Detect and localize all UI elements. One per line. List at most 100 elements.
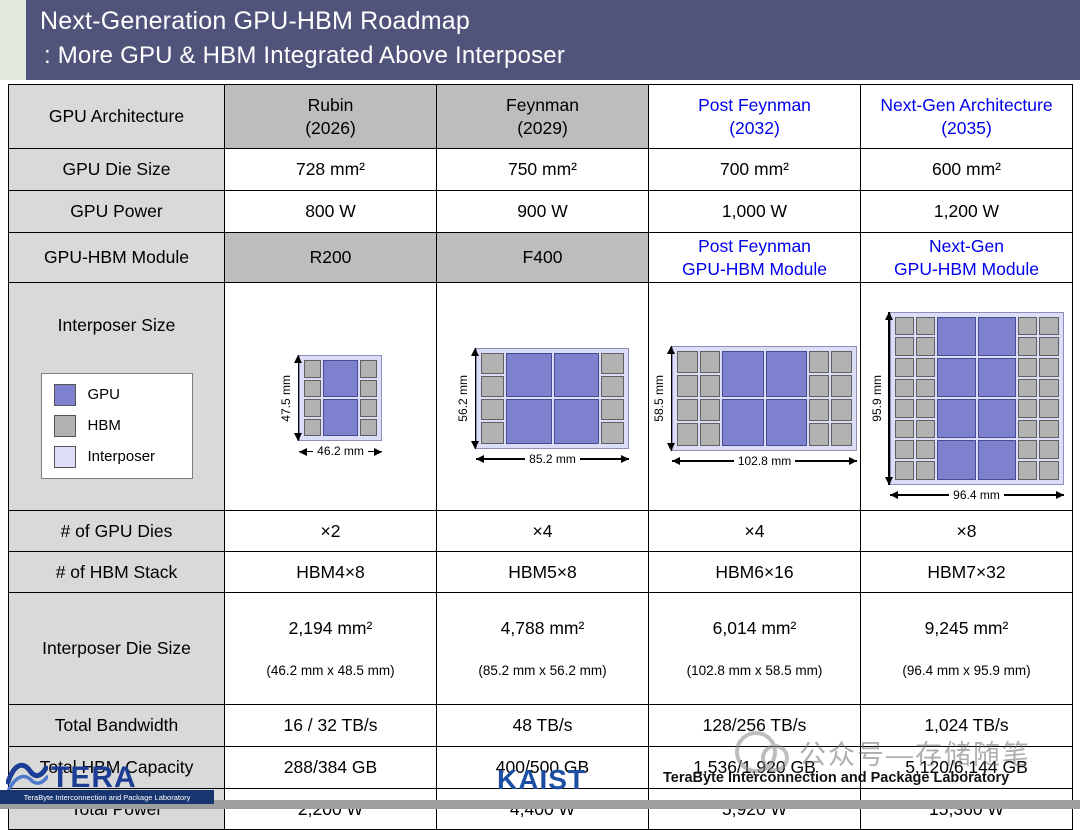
interposer-area: 6,014 mm²: [712, 618, 797, 639]
row-label: # of GPU Dies: [8, 510, 225, 552]
hbm-die: [304, 379, 322, 398]
interposer-swatch: [53, 445, 76, 468]
row-label-interposer-size: Interposer Size GPU HBM Interposer: [8, 282, 225, 511]
hbm-die: [894, 440, 914, 460]
interposer-dims: (85.2 mm x 56.2 mm): [478, 663, 607, 679]
row-label: GPU Die Size: [8, 148, 225, 191]
tera-logo: TERA: [6, 758, 137, 792]
hbm-die: [831, 423, 852, 446]
table-cell: HBM4×8: [224, 551, 437, 593]
table-cell: 728 mm²: [224, 148, 437, 191]
table-cell: 900 W: [436, 190, 649, 233]
row-label: Interposer Die Size: [8, 592, 225, 705]
table-cell: 1,024 TB/s: [860, 703, 1073, 747]
width-label: 96.4 mm: [953, 487, 1000, 502]
hbm-die: [481, 399, 504, 421]
hbm-die: [915, 337, 935, 356]
height-label: 47.5 mm: [279, 374, 294, 422]
table-cell: Next-Gen GPU-HBM Module: [860, 232, 1073, 283]
hbm-die: [808, 374, 830, 398]
hbm-die: [915, 419, 935, 439]
title-accent-stripe: [0, 0, 26, 80]
table-row-gpu-dies: # of GPU Dies ×2 ×4 ×4 ×8: [8, 510, 1073, 552]
interposer-module: [672, 345, 857, 451]
hbm-die: [699, 350, 721, 373]
arrow-left-icon: [889, 492, 950, 499]
hbm-die: [601, 399, 624, 421]
arrow-left-icon: [672, 458, 734, 465]
module-diagram-feynman: 56.2 mm 85.2 mm: [456, 347, 630, 468]
interposer-dims: (46.2 mm x 48.5 mm): [266, 663, 395, 679]
table-cell: Feynman (2029): [436, 84, 649, 149]
hbm-die: [894, 419, 914, 439]
table-row-module: GPU-HBM Module R200 F400 Post Feynman GP…: [8, 232, 1073, 283]
hbm-die: [894, 399, 914, 418]
kaist-logo: KAIST: [497, 764, 586, 795]
interposer-size-label: Interposer Size: [57, 315, 176, 336]
table-cell: 700 mm²: [648, 148, 861, 191]
table-cell-diagram: 95.9 mm 96.4 mm: [860, 282, 1073, 511]
gpu-die: [722, 350, 764, 398]
hbm-die: [915, 399, 935, 418]
hbm-die: [1039, 399, 1059, 418]
hbm-die: [894, 337, 914, 356]
hbm-die: [915, 440, 935, 460]
hbm-die: [481, 375, 504, 398]
hbm-die: [601, 422, 624, 444]
legend-item-hbm: HBM: [53, 414, 180, 437]
title-bar: Next-Generation GPU-HBM Roadmap : More G…: [0, 0, 1080, 80]
hbm-die: [699, 374, 721, 398]
hbm-die: [304, 360, 322, 378]
hbm-die: [601, 352, 624, 374]
row-label: GPU Architecture: [8, 84, 225, 149]
gpu-swatch: [53, 383, 76, 406]
hbm-die: [1039, 357, 1059, 377]
hbm-die: [1039, 419, 1059, 439]
roadmap-table: GPU Architecture Rubin (2026) Feynman (2…: [8, 84, 1073, 830]
table-cell: HBM6×16: [648, 551, 861, 593]
width-dimension: 46.2 mm: [299, 443, 383, 460]
slide-title: Next-Generation GPU-HBM Roadmap: [40, 7, 470, 35]
width-label: 46.2 mm: [317, 444, 364, 458]
height-dimension: 56.2 mm: [456, 347, 479, 449]
hbm-die: [1039, 378, 1059, 398]
table-row-architecture: GPU Architecture Rubin (2026) Feynman (2…: [8, 84, 1073, 149]
table-cell-diagram: 56.2 mm 85.2 mm: [436, 282, 649, 511]
gpu-die: [323, 360, 358, 398]
height-dimension: 58.5 mm: [652, 345, 675, 451]
hbm-die: [1039, 316, 1059, 336]
table-cell: 4,788 mm² (85.2 mm x 56.2 mm): [436, 592, 649, 705]
gpu-die: [937, 440, 976, 480]
hbm-die: [1039, 461, 1059, 480]
legend-label: HBM: [87, 417, 121, 435]
hbm-die: [1018, 461, 1038, 480]
hbm-swatch: [53, 414, 76, 437]
tera-wave-icon: [6, 762, 48, 791]
hbm-die: [359, 379, 377, 398]
module-diagram-rubin: 47.5 mm 46.2 mm: [279, 355, 383, 460]
table-row-interposer-die-size: Interposer Die Size 2,194 mm² (46.2 mm x…: [8, 592, 1073, 705]
arrow-left-icon: [476, 456, 526, 463]
gpu-die: [765, 399, 807, 446]
gpu-die: [977, 316, 1016, 356]
table-cell: ×8: [860, 510, 1073, 552]
hbm-die: [1018, 378, 1038, 398]
table-cell: 48 TB/s: [436, 703, 649, 747]
hbm-die: [808, 350, 830, 373]
table-cell: 600 mm²: [860, 148, 1073, 191]
hbm-die: [1018, 337, 1038, 356]
table-cell: 800 W: [224, 190, 437, 233]
table-cell: 16 / 32 TB/s: [224, 703, 437, 747]
hbm-die: [601, 375, 624, 398]
arrow-right-icon: [367, 448, 383, 455]
table-cell: Next-Gen Architecture (2035): [860, 84, 1073, 149]
gpu-die: [977, 399, 1016, 439]
table-cell: 288/384 GB: [224, 745, 437, 789]
table-cell: Rubin (2026): [224, 84, 437, 149]
table-cell: HBM7×32: [860, 551, 1073, 593]
width-label: 102.8 mm: [737, 453, 792, 468]
gpu-die: [553, 352, 600, 398]
table-cell: 1,200 W: [860, 190, 1073, 233]
gpu-die: [722, 399, 764, 446]
hbm-die: [894, 357, 914, 377]
